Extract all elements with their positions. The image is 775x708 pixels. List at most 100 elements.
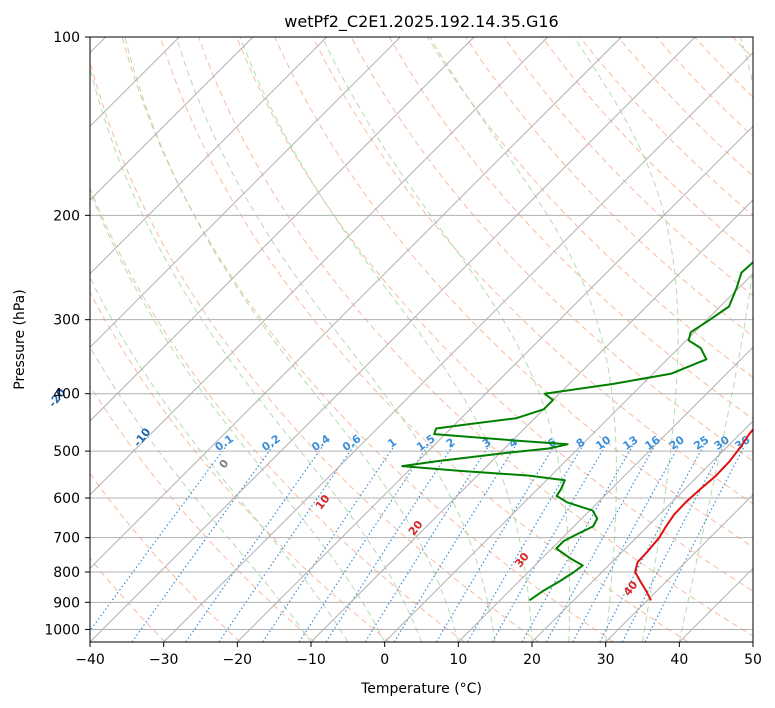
isotherm-line — [531, 420, 753, 642]
isotherm-line — [678, 567, 753, 642]
y-axis-label: Pressure (hPa) — [12, 289, 28, 389]
dry-adiabat-line — [274, 37, 753, 548]
mixing-ratio-line — [364, 445, 490, 642]
dry-adiabat-line — [656, 37, 753, 138]
dry-adiabat-line — [732, 37, 753, 59]
temperature-profile-line — [634, 427, 753, 601]
x-tick-label: −10 — [296, 652, 326, 668]
mixing-ratio-line — [545, 445, 656, 642]
isotherm-line — [752, 641, 753, 642]
y-tick-label: 700 — [53, 531, 80, 547]
mixing-ratio-line — [90, 445, 227, 632]
mixing-ratio-line — [572, 445, 680, 642]
isotherm-line — [90, 37, 401, 349]
moist-adiabat-line — [429, 37, 617, 642]
mixing-ratio-label: 20 — [667, 433, 687, 453]
profiles — [401, 260, 753, 602]
moist-adiabat-line — [239, 37, 533, 642]
x-tick-label: 0 — [380, 652, 389, 668]
chart-title: wetPf2_C2E1.2025.192.14.35.G16 — [284, 12, 558, 32]
dry-adiabat-line — [541, 37, 753, 257]
mixing-ratio-line — [185, 445, 324, 642]
mixing-ratio-line — [218, 445, 355, 642]
dry-adiabat-line — [694, 37, 753, 98]
x-tick-label: 20 — [523, 652, 541, 668]
dry-adiabat-line — [121, 37, 614, 642]
mixing-ratio-label: 13 — [621, 433, 641, 452]
mixing-ratio-line — [644, 445, 746, 642]
x-axis-label: Temperature (°C) — [360, 681, 482, 697]
dry-adiabat-line — [350, 37, 753, 462]
moist-adiabat-line — [90, 189, 386, 642]
y-tick-label: 200 — [53, 208, 80, 224]
mixing-ratio-line — [521, 445, 634, 642]
isotherm-line — [236, 125, 753, 642]
background-lines — [90, 37, 775, 642]
y-tick-label: 300 — [53, 313, 80, 329]
mixing-ratio-label: 30 — [712, 433, 732, 453]
grid-lines — [90, 36, 753, 630]
x-tick-label: −30 — [149, 652, 179, 668]
isotherm-line — [384, 272, 753, 642]
dry-adiabat-line — [90, 472, 241, 642]
mixing-ratio-line — [131, 445, 274, 642]
isotherm-line — [90, 37, 696, 642]
moist-adiabat-line — [175, 37, 496, 642]
moist-adiabat-line — [573, 37, 679, 642]
mixing-ratio-line — [298, 445, 429, 642]
y-tick-label: 900 — [53, 595, 80, 611]
moist-adiabat-line — [90, 346, 312, 642]
x-tick-label: −20 — [223, 652, 253, 668]
dry-adiabat-label: 30 — [512, 550, 532, 570]
dewpoint-profile-line — [401, 260, 753, 602]
mixing-ratio-label: 4 — [506, 435, 520, 450]
y-tick-label: 100 — [53, 30, 80, 46]
y-tick-label: 1000 — [44, 622, 80, 638]
dry-adiabat-line — [465, 37, 753, 337]
dry-adiabat-line — [617, 37, 753, 177]
mixing-ratio-label: 10 — [593, 433, 613, 453]
moist-adiabat-line — [124, 37, 459, 642]
isotherm-line — [90, 37, 475, 422]
x-tick-label: 30 — [597, 652, 615, 668]
isotherm-line — [90, 37, 328, 275]
dry-adiabat-line — [312, 37, 753, 505]
moist-adiabat-line — [90, 66, 422, 642]
mixing-ratio-label: 8 — [574, 436, 588, 451]
dry-adiabat-line — [503, 37, 753, 297]
mixing-ratio-line — [435, 445, 555, 642]
dry-adiabat-line — [236, 37, 753, 592]
dry-adiabat-line — [90, 384, 316, 642]
dry-adiabat-line — [90, 59, 540, 642]
mixing-ratio-line — [325, 445, 454, 642]
isotherm-line — [90, 37, 549, 496]
moist-adiabat-line — [90, 276, 349, 642]
dry-adiabat-line — [426, 37, 753, 378]
y-tick-label: 800 — [53, 565, 80, 581]
mixing-ratio-line — [262, 445, 395, 642]
dry-adiabat-line — [771, 37, 775, 642]
dry-adiabat-line — [90, 186, 465, 642]
mixing-ratio-label: 16 — [643, 433, 663, 453]
y-tick-label: 400 — [53, 387, 80, 403]
mixing-ratio-line — [393, 445, 516, 642]
dry-adiabat-label: 20 — [406, 518, 426, 538]
x-tick-label: 40 — [670, 652, 688, 668]
dry-adiabat-line — [90, 291, 390, 642]
y-tick-label: 500 — [53, 444, 80, 460]
plot-frame — [89, 36, 754, 643]
x-tick-label: −40 — [75, 652, 105, 668]
mixing-ratio-label: 25 — [691, 433, 711, 452]
dry-adiabat-label: 0 — [217, 457, 232, 471]
x-tick-label: 50 — [744, 652, 762, 668]
x-tick-label: 10 — [449, 652, 467, 668]
dry-adiabat-line — [388, 37, 753, 420]
mixing-ratio-line — [621, 445, 725, 642]
y-tick-label: 600 — [53, 491, 80, 507]
mixing-ratio-line — [466, 445, 584, 642]
dry-adiabat-line — [198, 37, 753, 637]
isotherm-line — [90, 37, 254, 201]
isotherm-line — [90, 37, 622, 570]
